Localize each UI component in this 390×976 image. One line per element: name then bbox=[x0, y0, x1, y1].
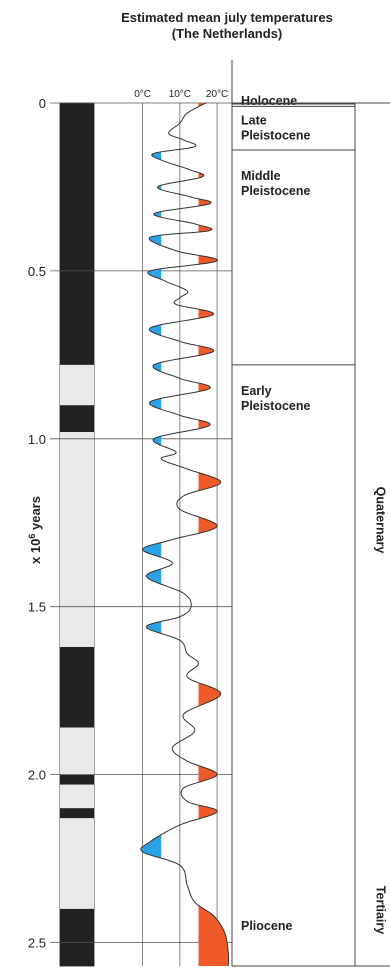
polarity-band-reversed bbox=[60, 908, 94, 966]
age-axis-label: x 106 years bbox=[27, 496, 43, 564]
polarity-band-normal bbox=[60, 364, 94, 406]
period-label: Tertiairy bbox=[374, 886, 388, 934]
age-tick-label: 0 bbox=[39, 96, 46, 111]
polarity-band-reversed bbox=[60, 405, 94, 433]
epoch-label: Pleistocene bbox=[241, 184, 311, 198]
polarity-band-normal bbox=[60, 784, 94, 809]
temperature-tick-label: 0°C bbox=[134, 89, 151, 100]
age-tick-label: 2.0 bbox=[28, 768, 46, 783]
age-axis-label-tail: years bbox=[28, 496, 43, 534]
epoch-label: Pleistocene bbox=[241, 399, 311, 413]
polarity-band-reversed bbox=[60, 808, 94, 819]
age-tick-label: 1.5 bbox=[28, 600, 46, 615]
temperature-line bbox=[140, 102, 230, 967]
figure-title-line1: Estimated mean july temperatures bbox=[121, 10, 333, 25]
period-label: Quaternary bbox=[374, 487, 388, 554]
age-tick-label: 0.5 bbox=[28, 264, 46, 279]
age-axis-label-base: x 10 bbox=[28, 539, 43, 564]
epoch-label: Middle bbox=[241, 169, 281, 183]
temperature-curve bbox=[140, 102, 230, 967]
period-column: Quaternary Tertiairy bbox=[354, 103, 388, 966]
epoch-label: Pleistocene bbox=[241, 128, 311, 142]
figure-title-line2: (The Netherlands) bbox=[172, 26, 283, 41]
epoch-label: Late bbox=[241, 113, 267, 127]
polarity-band-reversed bbox=[60, 646, 94, 728]
age-axis-label-exp: 6 bbox=[27, 534, 37, 539]
epoch-label: Pliocene bbox=[241, 919, 292, 933]
polarity-band-reversed bbox=[60, 103, 94, 365]
warm-phase-fill bbox=[198, 103, 229, 966]
temperature-tick-label: 20°C bbox=[206, 89, 228, 100]
epoch-label: Early bbox=[241, 384, 272, 398]
age-tick-label: 2.5 bbox=[28, 935, 46, 950]
age-axis: 0 0.5 1.0 1.5 2.0 2.5 bbox=[28, 96, 46, 950]
age-tick-label: 1.0 bbox=[28, 432, 46, 447]
epoch-label: Holocene bbox=[241, 94, 297, 108]
magnetic-polarity-column bbox=[59, 102, 95, 967]
polarity-band-normal bbox=[60, 818, 94, 909]
polarity-band-normal bbox=[60, 727, 94, 775]
polarity-band-reversed bbox=[60, 774, 94, 785]
temperature-tick-label: 10°C bbox=[169, 89, 191, 100]
epoch-column: HoloceneLatePleistoceneMiddlePleistocene… bbox=[231, 60, 390, 967]
polarity-band-normal bbox=[60, 432, 94, 647]
